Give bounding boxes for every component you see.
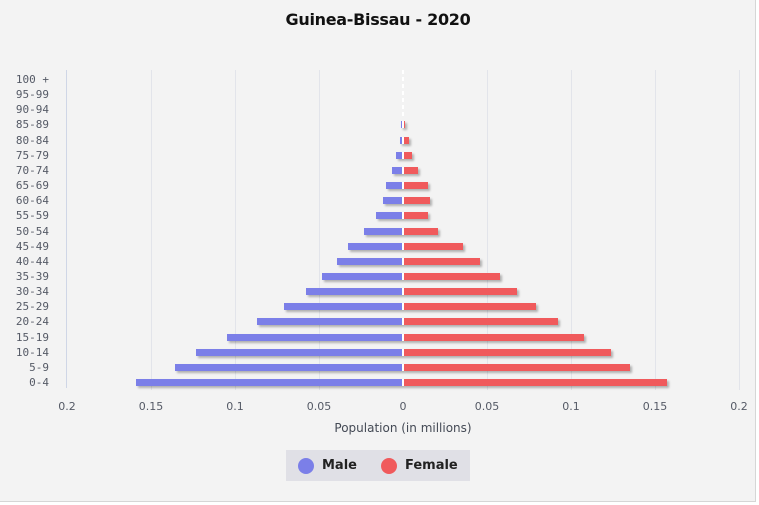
bar-female[interactable] [403, 318, 558, 326]
gridline [151, 70, 152, 390]
bar-male[interactable] [174, 363, 403, 371]
y-tick-label: 20-24 [15, 315, 49, 329]
y-tick-label: 75-79 [15, 148, 49, 162]
x-axis-title: Population (in millions) [334, 421, 472, 435]
x-tick-label: 0.15 [138, 400, 164, 413]
bar-male[interactable] [392, 166, 403, 174]
y-tick-label: 40-44 [15, 254, 49, 268]
y-tick-label: 30-34 [15, 285, 49, 299]
y-tick-label: 65-69 [15, 179, 49, 193]
bar-male[interactable] [283, 303, 403, 311]
bar-male[interactable] [386, 182, 403, 190]
x-tick-label: 0.05 [474, 400, 500, 413]
gridline [319, 70, 320, 390]
legend-dot-female-icon [380, 457, 397, 474]
gridline [655, 70, 656, 390]
y-tick-label: 95-99 [15, 88, 49, 102]
y-tick-label: 70-74 [15, 163, 49, 177]
y-axis-line [66, 70, 67, 388]
y-tick-label: 5-9 [29, 360, 49, 374]
bar-male[interactable] [337, 257, 403, 265]
bar-male[interactable] [364, 227, 403, 235]
bar-male[interactable] [396, 151, 403, 159]
gridline [739, 70, 740, 390]
y-tick-label: 25-29 [15, 300, 49, 314]
y-tick-label: 0-4 [29, 376, 49, 389]
gridline [571, 70, 572, 390]
gridline [235, 70, 236, 390]
bar-male[interactable] [401, 121, 403, 129]
y-tick-label: 15-19 [15, 330, 49, 344]
bar-female[interactable] [403, 379, 667, 386]
x-tick-label: 0.1 [562, 400, 580, 413]
legend-label-male: Male [322, 458, 357, 473]
bar-male[interactable] [376, 212, 403, 220]
bar-male[interactable] [256, 318, 403, 326]
bar-female[interactable] [403, 212, 429, 220]
legend-item-female[interactable]: Female [380, 457, 458, 474]
x-tick-label: 0.15 [642, 400, 668, 413]
bar-male[interactable] [226, 333, 403, 341]
legend-label-female: Female [404, 458, 458, 473]
legend-dot-male-icon [298, 457, 314, 474]
x-tick-label: 0.2 [730, 400, 748, 413]
x-tick-label: 0.2 [58, 400, 76, 413]
bar-female[interactable] [403, 136, 409, 144]
bar-female[interactable] [403, 151, 413, 159]
bar-female[interactable] [403, 121, 405, 129]
bar-female[interactable] [403, 303, 536, 311]
legend-item-male[interactable]: Male [298, 457, 357, 474]
bar-female[interactable] [403, 257, 481, 265]
y-tick-label: 35-39 [15, 269, 49, 283]
y-tick-label: 60-64 [15, 194, 49, 208]
y-tick-label: 45-49 [15, 239, 49, 253]
bar-male[interactable] [135, 379, 403, 386]
gridline [487, 70, 488, 390]
bar-female[interactable] [403, 242, 464, 250]
bar-male[interactable] [382, 197, 403, 205]
bar-male[interactable] [399, 136, 403, 144]
legend: Male Female [286, 450, 470, 481]
y-tick-label: 90-94 [15, 103, 49, 117]
bar-female[interactable] [403, 166, 419, 174]
bar-female[interactable] [403, 182, 429, 190]
bar-female[interactable] [403, 288, 518, 296]
y-tick-label: 80-84 [15, 133, 49, 147]
bar-female[interactable] [403, 348, 612, 356]
y-tick-label: 50-54 [15, 224, 49, 238]
bar-male[interactable] [322, 272, 403, 280]
bar-male[interactable] [305, 288, 403, 296]
y-tick-label: 55-59 [15, 209, 49, 223]
y-tick-label: 85-89 [15, 118, 49, 132]
x-tick-label: 0.05 [306, 400, 332, 413]
zero-line [402, 70, 404, 118]
bar-female[interactable] [403, 197, 430, 205]
bar-female[interactable] [403, 272, 501, 280]
bar-female[interactable] [403, 227, 439, 235]
bar-female[interactable] [403, 333, 585, 341]
x-tick-label: 0.1 [226, 400, 244, 413]
y-tick-label: 10-14 [15, 345, 49, 359]
bar-male[interactable] [347, 242, 403, 250]
chart-title: Guinea-Bissau - 2020 [285, 10, 471, 29]
y-tick-label: 100 + [15, 73, 49, 86]
bar-female[interactable] [403, 363, 630, 371]
bar-male[interactable] [196, 348, 403, 356]
x-tick-label: 0 [399, 400, 407, 413]
